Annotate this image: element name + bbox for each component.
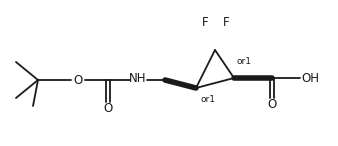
Text: or1: or1 bbox=[200, 94, 216, 104]
Text: F: F bbox=[223, 15, 229, 28]
Text: O: O bbox=[267, 99, 276, 112]
Text: or1: or1 bbox=[237, 58, 251, 66]
Text: O: O bbox=[103, 102, 113, 115]
Text: OH: OH bbox=[301, 72, 319, 85]
Text: O: O bbox=[73, 73, 82, 86]
Text: NH: NH bbox=[129, 72, 147, 85]
Text: F: F bbox=[202, 15, 208, 28]
